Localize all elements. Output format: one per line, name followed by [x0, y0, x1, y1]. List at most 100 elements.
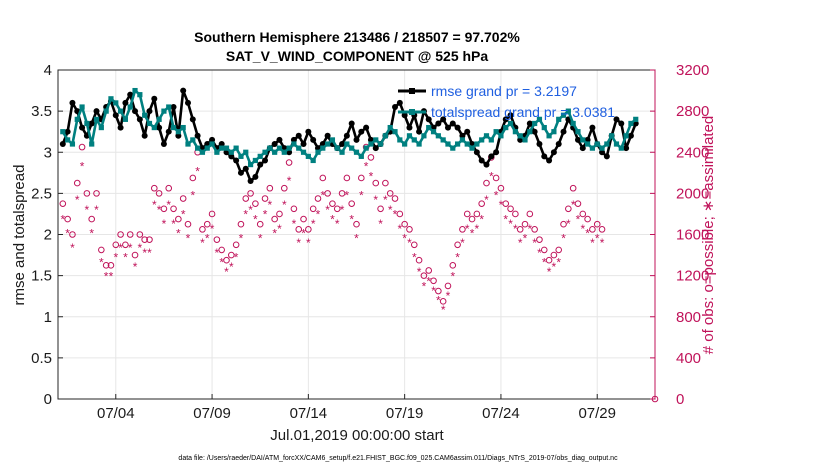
- spread-point: [623, 133, 629, 139]
- obs-possible-point: [516, 226, 524, 233]
- obs-assimilated-point: *: [335, 217, 340, 231]
- obs-assimilated-point: *: [243, 208, 248, 222]
- obs-possible-point: [401, 220, 408, 228]
- spread-point: [406, 133, 413, 139]
- rmse-point: [627, 132, 634, 139]
- obs-assimilated-point: *: [138, 241, 143, 255]
- obs-assimilated-point: *: [104, 270, 109, 284]
- spread-point: [325, 141, 331, 147]
- obs-assimilated-point: *: [219, 255, 224, 269]
- obs-assimilated-point: *: [282, 198, 287, 212]
- obs-possible-point: [252, 200, 259, 207]
- spread-point: [339, 149, 345, 155]
- spread-point: [74, 116, 80, 122]
- obs-possible-point: [382, 179, 389, 187]
- spread-point: [142, 112, 148, 118]
- obs-possible-point: [314, 195, 322, 202]
- rmse-point: [127, 91, 134, 98]
- obs-assimilated-point: *: [311, 217, 316, 231]
- spread-point: [267, 145, 273, 151]
- spread-point: [426, 124, 432, 131]
- y-right-tick-label: 800: [676, 309, 701, 326]
- obs-assimilated-point: *: [431, 284, 436, 298]
- rmse-point: [233, 157, 240, 164]
- y-right-tick-label: 0: [676, 391, 684, 408]
- obs-possible-point: [545, 256, 553, 264]
- obs-assimilated-point: *: [239, 231, 244, 245]
- obs-assimilated-point: *: [210, 222, 215, 236]
- spread-point: [305, 153, 311, 159]
- y-axis-right-ticks: 0 400 800 1200 1600 2000 2400 2800 3200: [650, 62, 709, 408]
- rmse-point: [59, 141, 66, 148]
- obs-assimilated-point: *: [359, 188, 364, 202]
- obs-assimilated-point: *: [470, 227, 475, 241]
- obs-possible-point: [285, 159, 293, 166]
- rmse-point: [160, 141, 167, 148]
- rmse-point: [478, 157, 485, 164]
- rmse-point: [189, 116, 196, 123]
- spread-point: [137, 92, 143, 98]
- obs-possible-point: [280, 184, 288, 192]
- obs-possible-point: [377, 205, 384, 213]
- y-left-tick-label: 1: [44, 309, 52, 326]
- spread-point: [532, 120, 538, 127]
- spread-point: [488, 137, 494, 143]
- obs-possible-point: [565, 205, 572, 213]
- spread-point: [199, 149, 206, 155]
- obs-possible-point: [550, 251, 558, 259]
- obs-assimilated-point: *: [349, 212, 354, 226]
- obs-assimilated-point: *: [450, 270, 455, 284]
- spread-point: [498, 133, 504, 139]
- obs-possible-point: [107, 262, 115, 269]
- obs-assimilated-point: *: [388, 203, 393, 217]
- obs-possible-point: [295, 226, 303, 233]
- obs-assimilated-point: *: [378, 217, 383, 231]
- obs-possible-point: [410, 241, 418, 249]
- obs-assimilated-point: *: [354, 231, 359, 245]
- rmse-point: [401, 112, 408, 119]
- obs-possible-point: [555, 246, 563, 254]
- spread-point: [79, 104, 85, 110]
- obs-assimilated-point: *: [499, 198, 504, 212]
- rmse-point: [363, 124, 370, 131]
- rmse-point: [603, 153, 610, 160]
- rmse-point: [79, 124, 86, 131]
- obs-assimilated-point: *: [484, 193, 489, 207]
- rmse-point: [459, 132, 466, 139]
- rmse-point: [613, 116, 620, 123]
- rmse-point: [339, 141, 346, 148]
- spread-point: [358, 153, 364, 159]
- obs-assimilated-point: *: [465, 222, 470, 236]
- obs-assimilated-point: *: [200, 236, 205, 250]
- rmse-point: [579, 145, 586, 152]
- obs-possible-point: [228, 251, 235, 259]
- spread-point: [108, 96, 114, 102]
- obs-possible-point: [521, 220, 529, 228]
- obs-possible-point: [338, 190, 346, 197]
- chart-title-line1: Southern Hemisphere 213486 / 218507 = 97…: [194, 29, 520, 45]
- spread-point: [541, 124, 547, 131]
- obs-possible-point: [574, 200, 582, 207]
- obs-possible-point: [242, 195, 250, 202]
- spread-point: [392, 129, 398, 135]
- rmse-point: [209, 136, 216, 143]
- y-left-tick-label: 4: [44, 62, 52, 79]
- spread-point: [296, 145, 302, 151]
- rmse-point: [237, 169, 244, 176]
- spread-point: [132, 87, 138, 94]
- y-left-tick-label: 0: [44, 391, 52, 408]
- obs-possible-point: [83, 190, 91, 197]
- obs-possible-point: [136, 231, 144, 238]
- legend-marker-spread: [409, 109, 415, 115]
- obs-possible-point: [425, 267, 433, 274]
- spread-point: [69, 141, 76, 147]
- obs-possible-point: [131, 251, 139, 259]
- rmse-point: [194, 132, 201, 139]
- obs-possible-point: [343, 174, 351, 182]
- rmse-point: [324, 132, 331, 139]
- obs-possible-point: [150, 184, 158, 192]
- spread-point: [450, 145, 456, 151]
- spread-point: [127, 104, 133, 110]
- spread-point: [103, 108, 109, 114]
